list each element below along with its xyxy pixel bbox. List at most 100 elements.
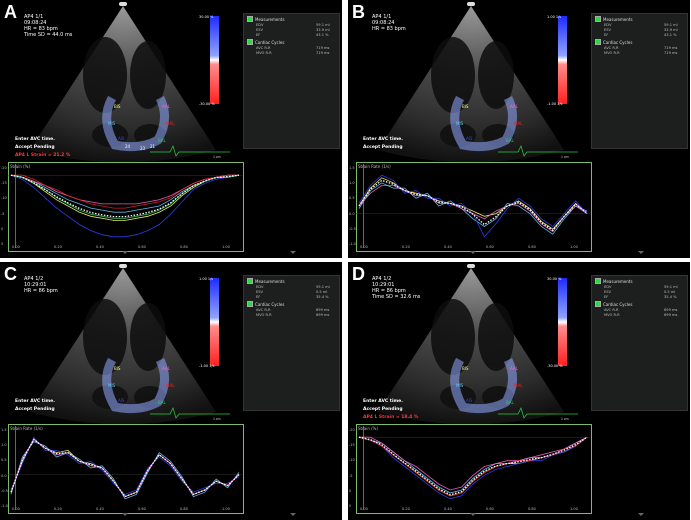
y-tick-label: -20 <box>1 166 7 170</box>
x-tick-label: 0.00 <box>360 507 368 511</box>
cardiac-cycles-checkbox[interactable] <box>595 39 601 45</box>
scroll-down-arrow[interactable] <box>470 251 476 254</box>
cycle-name: AVC R-R <box>604 308 619 312</box>
measurements-title: Measurements <box>603 278 633 284</box>
header-line: AP4 1/2 <box>24 276 44 282</box>
segment-label: 23 <box>140 146 146 151</box>
cardiac-cycles-section-header[interactable]: Cardiac Cycles <box>244 299 339 307</box>
segment-label: AAL <box>510 104 519 109</box>
segment-curve <box>358 182 588 235</box>
x-tick-label: 0.60 <box>486 507 494 511</box>
ecg-trace <box>150 145 230 157</box>
x-tick-label: 0.60 <box>138 245 146 249</box>
color-scale-min: -1.00 1/s <box>547 102 563 106</box>
cardiac-cycles-section-header[interactable]: Cardiac Cycles <box>244 37 339 45</box>
ecg-trace <box>498 407 578 419</box>
measurement-row: EDV 59.1 ml <box>244 22 339 27</box>
scroll-down-arrow[interactable] <box>290 513 296 516</box>
cycle-row: MVO R-R 699 ms <box>244 312 339 317</box>
scroll-down-arrow[interactable] <box>470 513 476 516</box>
cycle-name: MVO R-R <box>256 313 272 317</box>
measurement-row: EDV 59.1 ml <box>244 284 339 289</box>
average-curve <box>358 436 588 496</box>
strain-plot-svg <box>356 426 590 510</box>
cycle-row: MVO R-R 699 ms <box>592 312 687 317</box>
scroll-down-arrow[interactable] <box>638 251 644 254</box>
scroll-down-arrow[interactable] <box>290 251 296 254</box>
avc-prompt-line: Enter AVC time. <box>363 137 403 142</box>
segment-label: BAL <box>506 138 514 143</box>
measurement-name: EDV <box>604 23 612 27</box>
cardiac-cycles-section-header[interactable]: Cardiac Cycles <box>592 299 687 307</box>
cardiac-cycles-checkbox[interactable] <box>247 39 253 45</box>
segment-label: BAL <box>158 138 166 143</box>
y-tick-label: -5 <box>349 473 353 478</box>
x-tick-label: 0.00 <box>12 507 20 511</box>
cardiac-cycles-checkbox[interactable] <box>595 301 601 307</box>
measurements-checkbox[interactable] <box>247 278 253 284</box>
scroll-down-arrow[interactable] <box>122 513 128 516</box>
segment-curve <box>358 185 588 233</box>
y-tick-label: -1.0 <box>1 504 8 508</box>
plot-title: Strain Rate (1/s) <box>10 426 43 431</box>
segment-curve <box>10 174 240 221</box>
cycle-value: 699 ms <box>316 308 330 312</box>
measurements-checkbox[interactable] <box>595 278 601 284</box>
measurements-section-header[interactable]: Measurements <box>592 14 687 22</box>
cycle-value: 719 ms <box>664 51 678 55</box>
x-tick-label: 0.80 <box>528 507 536 511</box>
x-tick-label: 0.20 <box>54 245 62 249</box>
acquisition-header: AP4 1/1 09:08:24 HR = 83 bpm <box>372 14 406 32</box>
measurement-name: EDV <box>604 285 612 289</box>
myocardium-tracking-overlay <box>102 95 169 152</box>
segment-curve <box>10 174 240 238</box>
measurement-name: ESV <box>256 290 264 294</box>
cardiac-cycles-checkbox[interactable] <box>247 301 253 307</box>
measurement-name: EF <box>604 295 609 299</box>
average-curve <box>358 179 588 232</box>
y-tick-label: 0.5 <box>1 458 7 463</box>
avc-prompt: Enter AVC time. Accept Pending AP4 L Strai… <box>363 398 418 422</box>
measurement-row: EDV 59.1 ml <box>592 22 687 27</box>
header-line: 10:29:01 <box>372 282 395 288</box>
segment-curve <box>11 174 239 209</box>
color-scale-max: 30.00 % <box>547 277 562 281</box>
color-scale-bar <box>210 278 219 366</box>
segment-label: 21 <box>150 144 156 149</box>
avc-prompt-line: Enter AVC time. <box>363 399 403 404</box>
measurements-checkbox[interactable] <box>595 16 601 22</box>
measurement-row: ESV 33.9 ml <box>592 27 687 32</box>
y-tick-label: 1.0 <box>349 181 355 186</box>
color-scale-max: 1.00 1/s <box>199 277 214 281</box>
cycle-name: AVC R-R <box>256 308 271 312</box>
measurement-name: ESV <box>604 28 612 32</box>
cardiac-cycles-section-header[interactable]: Cardiac Cycles <box>592 37 687 45</box>
scroll-down-arrow[interactable] <box>122 251 128 254</box>
left-ventricle-cavity <box>83 37 127 113</box>
y-tick-label: 0.5 <box>349 196 355 201</box>
cycle-name: AVC R-R <box>604 46 619 50</box>
cycle-value: 719 ms <box>664 46 678 50</box>
measurement-value: 59.1 ml <box>664 23 678 27</box>
cardiac-cycles-title: Cardiac Cycles <box>603 301 633 307</box>
measurements-section-header[interactable]: Measurements <box>244 14 339 22</box>
left-ventricle-cavity <box>431 37 475 113</box>
header-line: AP4 1/1 <box>372 14 392 20</box>
left-ventricle-cavity <box>431 299 475 375</box>
header-line: 09:08:24 <box>24 20 47 26</box>
measurement-name: EDV <box>256 285 264 289</box>
panel-letter: C <box>4 264 17 284</box>
measurement-row: EDV 59.1 ml <box>592 284 687 289</box>
ultrasound-image: BIS MIS AIS AAL MAL BAL <box>378 6 578 163</box>
measurements-section-header[interactable]: Measurements <box>592 276 687 284</box>
measurement-value: 35.4 % <box>664 295 677 299</box>
header-line: AP4 1/1 <box>24 14 44 20</box>
measurements-checkbox[interactable] <box>247 16 253 22</box>
ecg-trace <box>498 145 578 157</box>
scroll-down-arrow[interactable] <box>638 513 644 516</box>
panel-a: A BIS MIS AIS AAL MAL BAL 24 23 21 AP4 1/1 09:08:24… <box>0 0 342 258</box>
measurements-section-header[interactable]: Measurements <box>244 276 339 284</box>
right-ventricle-cavity <box>478 303 514 371</box>
measurements-panel: Measurements EDV 59.1 ml ESV 0.5 ml EF 35.4 % C… <box>591 275 688 411</box>
cycle-value: 699 ms <box>664 313 678 317</box>
